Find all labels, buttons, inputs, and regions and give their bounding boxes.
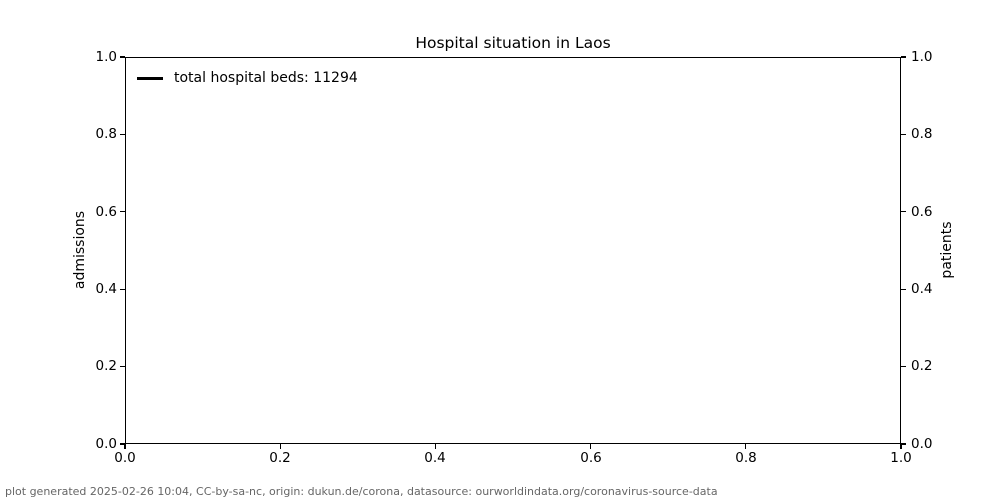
y-tick-label-left: 0.4 — [95, 281, 117, 297]
y-tick-label-left: 0.0 — [95, 436, 117, 452]
y-tick-label-right: 0.4 — [911, 281, 933, 297]
y-tick-left — [120, 133, 125, 135]
y-tick-left — [120, 365, 125, 368]
x-tick — [124, 444, 126, 449]
y-tick-label-right: 0.8 — [911, 126, 933, 142]
chart-title: Hospital situation in Laos — [415, 34, 611, 52]
y-tick-right — [901, 365, 906, 368]
y-tick-left — [120, 211, 125, 213]
y-tick-left — [120, 443, 125, 445]
y-tick-label-right: 0.0 — [911, 436, 933, 452]
y-axis-label-right: patients — [939, 221, 955, 279]
x-tick-label: 1.0 — [890, 450, 912, 466]
x-tick — [900, 444, 902, 449]
x-tick-label: 0.4 — [424, 450, 446, 466]
x-tick — [745, 444, 747, 449]
y-tick-right — [901, 56, 906, 58]
x-tick — [590, 444, 592, 449]
y-tick-label-left: 0.8 — [95, 126, 117, 142]
y-axis-label-left: admissions — [72, 210, 88, 290]
y-tick-right — [901, 133, 906, 135]
y-tick-left — [120, 56, 125, 58]
y-tick-label-left: 0.6 — [95, 204, 117, 220]
footer-attribution: plot generated 2025-02-26 10:04, CC-by-s… — [5, 485, 718, 498]
y-tick-label-left: 0.2 — [95, 358, 117, 374]
x-tick-label: 0.2 — [269, 450, 291, 466]
x-tick — [279, 444, 281, 449]
legend-line-sample-icon — [137, 77, 163, 80]
x-tick-label: 0.6 — [580, 450, 602, 466]
x-tick-label: 0.8 — [735, 450, 757, 466]
y-tick-label-right: 1.0 — [911, 49, 933, 65]
y-tick-label-left: 1.0 — [95, 49, 117, 65]
legend: total hospital beds: 11294 — [137, 70, 358, 87]
x-tick — [434, 444, 437, 449]
legend-item-label: total hospital beds: 11294 — [174, 70, 358, 86]
y-tick-label-right: 0.2 — [911, 358, 933, 374]
y-tick-right — [901, 443, 906, 445]
y-tick-right — [901, 211, 906, 213]
x-tick-label: 0.0 — [114, 450, 136, 466]
y-tick-right — [901, 288, 906, 290]
y-tick-left — [120, 288, 125, 290]
y-tick-label-right: 0.6 — [911, 204, 933, 220]
plot-area — [125, 57, 901, 444]
